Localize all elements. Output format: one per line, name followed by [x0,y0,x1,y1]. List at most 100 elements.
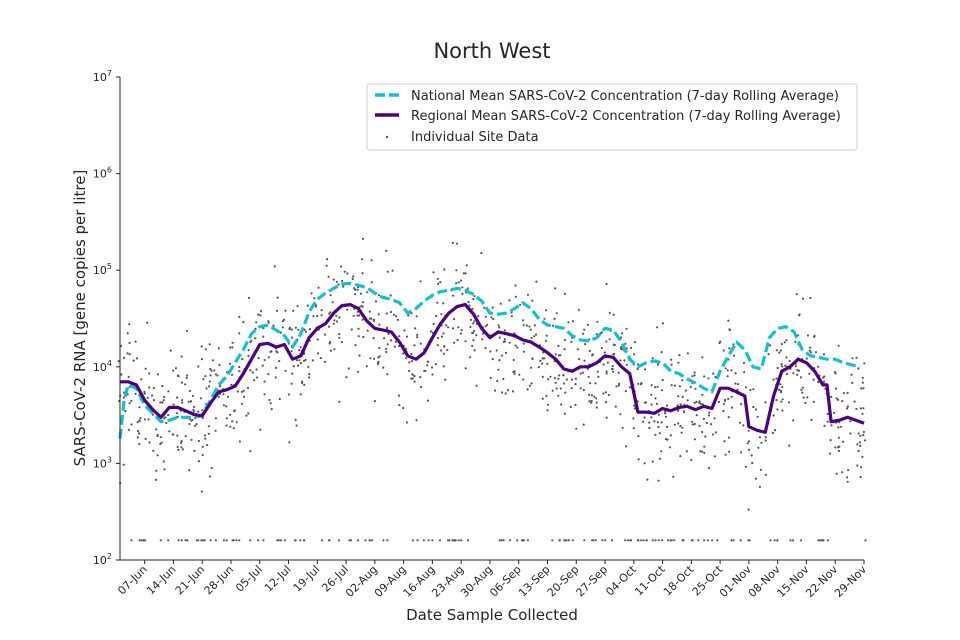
site-data-point [841,400,844,403]
site-data-point [749,389,752,392]
site-data-point [469,325,472,329]
site-data-point [316,338,319,341]
site-data-point [475,334,478,337]
site-data-point [651,539,654,542]
site-data-point [518,373,521,376]
legend-regional-label: Regional Mean SARS-CoV-2 Concentration (… [411,109,841,124]
site-data-point [186,374,189,377]
site-data-point [673,539,676,542]
site-data-point [214,373,217,376]
site-data-point [238,539,241,542]
site-data-point [444,378,447,381]
site-data-point [654,386,657,389]
site-data-point [204,375,207,378]
site-data-point [231,420,234,423]
site-data-point [180,381,183,384]
site-data-point [693,371,696,374]
x-tick-label: 28-Jun [202,563,237,598]
x-tick-label: 18-Oct [661,562,697,598]
site-data-point [377,294,380,297]
site-data-point [862,407,865,410]
site-data-point [701,393,704,396]
site-data-point [217,347,220,350]
site-data-point [583,359,586,362]
site-data-point [693,438,697,441]
site-data-point [611,365,614,368]
site-data-point [200,345,203,348]
site-data-point [455,242,459,245]
site-data-point [691,375,694,378]
site-data-point [860,466,863,469]
site-data-point [612,370,615,373]
site-data-point [422,539,425,542]
site-data-point [503,340,506,343]
site-data-point [861,381,864,384]
site-data-point [817,365,820,368]
x-tick-label: 07-Jun [115,563,150,598]
site-data-point [290,382,293,385]
site-data-point [240,390,244,393]
site-data-point [698,401,701,404]
site-data-point [316,352,320,355]
site-data-point [188,389,192,393]
site-data-point [370,281,373,284]
site-data-point [284,369,287,372]
site-data-point [665,415,668,418]
site-data-point [856,443,859,446]
site-data-point [426,360,430,363]
site-data-point [586,323,589,326]
site-data-point [193,405,196,408]
x-tick-label: 11-Oct [632,562,668,598]
site-data-point [582,388,585,392]
x-tick-label: 29-Nov [832,563,869,600]
site-data-point [711,539,714,542]
site-data-point [529,328,532,331]
site-data-point [764,473,768,476]
site-data-point [814,351,818,354]
site-data-point [361,305,364,308]
site-data-point [570,378,574,381]
site-data-point [180,355,183,358]
site-data-point [385,249,388,252]
site-data-point [767,353,770,356]
site-data-point [124,410,127,413]
site-data-point [654,539,657,542]
site-data-point [311,359,314,362]
site-data-point [537,366,540,369]
site-data-point [416,333,419,336]
site-data-point [235,421,238,424]
site-data-point [551,539,554,542]
site-data-point [549,375,552,378]
site-data-point [670,363,673,366]
site-data-point [343,270,346,273]
site-data-point [835,397,838,400]
site-data-point [812,400,815,403]
site-data-point [748,448,751,451]
site-data-point [175,412,179,415]
site-data-point [165,421,168,425]
site-data-point [670,539,673,542]
site-data-point [660,450,663,453]
x-tick-label: 05-Jul [233,563,265,595]
site-data-point [397,344,401,348]
site-data-point [497,368,500,371]
site-data-point [812,378,815,381]
site-data-point [855,356,858,359]
site-data-point [519,303,522,306]
site-data-point [678,385,682,388]
site-data-point [665,404,669,407]
x-tick-label: 19-Jul [291,563,323,595]
site-data-point [361,272,364,275]
site-data-point [233,410,236,413]
site-data-point [658,457,662,460]
site-data-point [247,296,251,299]
site-data-point [333,348,336,351]
site-data-point [385,347,388,350]
site-data-point [415,419,418,422]
site-data-point [650,384,653,387]
site-data-point [410,360,414,363]
site-data-point [666,425,669,428]
site-data-point [323,333,327,336]
site-data-point [628,386,632,389]
site-data-point [364,539,367,542]
